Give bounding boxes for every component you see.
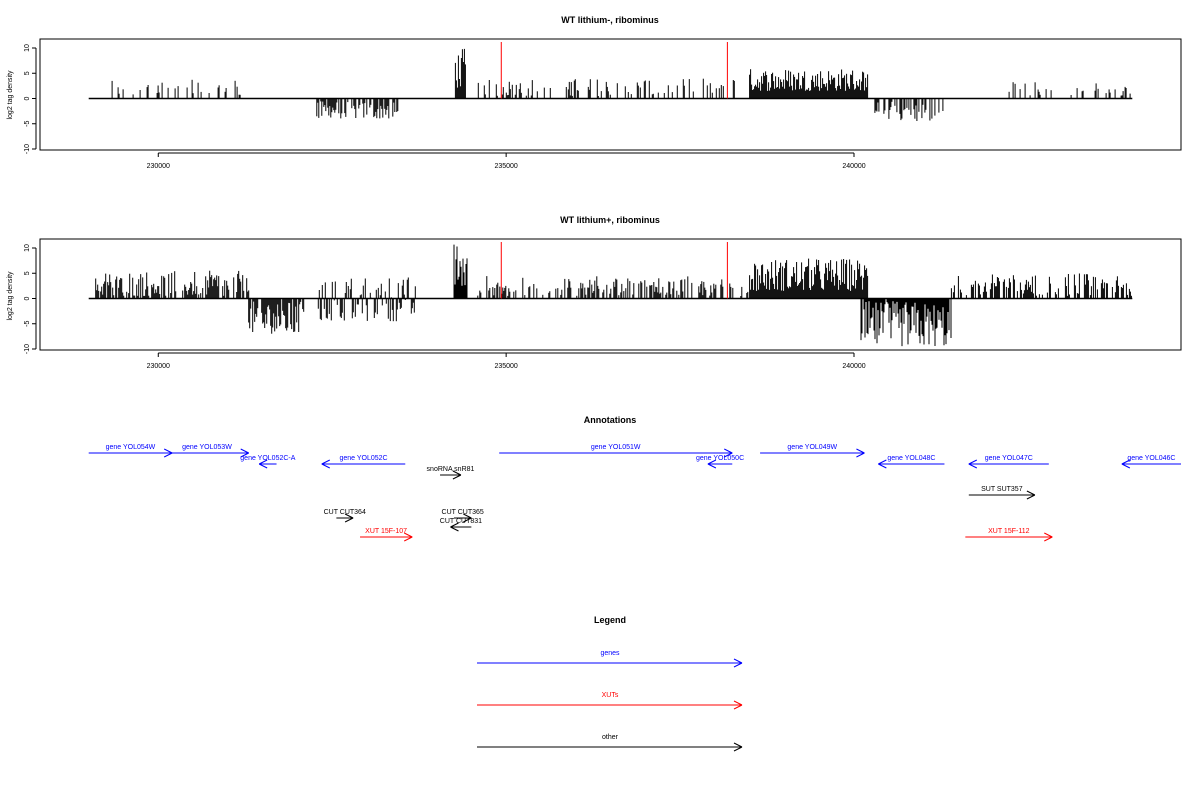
annotation-feature: gene YOL047C [968, 455, 1049, 469]
feature-label: XUT 15F-112 [988, 528, 1029, 535]
x-axis: 230000 235000 240000 [147, 152, 866, 170]
annotation-feature: snoRNA snR81 [427, 466, 475, 480]
y-tick-label: 10 [24, 44, 31, 52]
feature-label: gene YOL054W [106, 444, 156, 451]
red-markers [500, 242, 728, 299]
y-tick-label: 5 [24, 71, 31, 75]
feature-label: gene YOL051W [591, 444, 641, 451]
y-tick-label: 0 [24, 296, 31, 300]
legend-label: genes [600, 650, 620, 657]
feature-label: CUT CUT364 [324, 509, 366, 516]
coverage-bars [111, 48, 1131, 121]
x-tick-label: 230000 [147, 163, 170, 170]
legend-entry: XUTs [477, 692, 743, 710]
feature-label: gene YOL047C [985, 455, 1033, 462]
coverage-bars [95, 244, 1132, 347]
annotation-feature: XUT 15F-107 [360, 528, 413, 542]
annotation-feature: gene YOL050C [696, 455, 744, 469]
annotation-features: gene YOL054W gene YOL053W gene YOL052C-A ge… [88, 444, 1181, 542]
panel-title: WT lithium-, ribominus [561, 15, 659, 25]
y-axis: -10 -5 0 5 10 [24, 44, 37, 154]
y-axis-label: log2 tag density [7, 271, 14, 321]
annotation-feature: gene YOL052C [321, 455, 406, 469]
feature-label: gene YOL050C [696, 455, 744, 462]
feature-label: gene YOL052C-A [240, 455, 295, 462]
y-tick-label: -10 [24, 144, 31, 154]
y-tick-label: -5 [24, 321, 31, 327]
legend-entry: genes [477, 650, 743, 668]
feature-label: SUT SUT357 [981, 486, 1023, 493]
annotation-track: Annotations gene YOL054W gene YOL053Wgene… [88, 415, 1181, 542]
y-tick-label: -5 [24, 121, 31, 127]
annotation-feature: CUT CUT364 [324, 509, 366, 523]
feature-label: gene YOL049W [787, 444, 837, 451]
panel-title: WT lithium+, ribominus [560, 215, 660, 225]
feature-label: XUT 15F-107 [365, 528, 407, 535]
coverage-panel-lithium-plus: WT lithium+, ribominus log2 tag density … [7, 215, 1182, 370]
annotation-feature: gene YOL051W [499, 444, 733, 458]
y-tick-label: 0 [24, 96, 31, 100]
annotation-feature: gene YOL048C [878, 455, 945, 469]
plot-frame [39, 38, 1182, 151]
legend-label: XUTs [602, 692, 619, 699]
annotation-feature: gene YOL053W [165, 444, 249, 458]
legend-entry: other [477, 734, 743, 752]
feature-label: gene YOL052C [339, 455, 387, 462]
annotation-feature: CUT CUT365 [442, 509, 484, 523]
annotation-title: Annotations [584, 415, 637, 425]
x-axis: 230000 235000 240000 [147, 352, 866, 370]
legend-label: other [602, 734, 619, 741]
legend-entries: genes XUTs other [477, 650, 743, 752]
feature-label: gene YOL053W [182, 444, 232, 451]
annotation-feature: gene YOL052C-A [240, 455, 296, 469]
x-tick-label: 235000 [494, 163, 517, 170]
coverage-panel-lithium-minus: WT lithium-, ribominus log2 tag density … [7, 15, 1182, 170]
annotation-feature: gene YOL046C [1121, 455, 1181, 469]
y-axis-label: log2 tag density [7, 70, 14, 120]
feature-label: CUT CUT831 [440, 518, 482, 525]
annotation-feature: gene YOL054W [88, 444, 173, 458]
feature-label: snoRNA snR81 [427, 466, 475, 473]
legend: Legend genes XUTs other [477, 615, 743, 752]
annotation-feature: XUT 15F-112 [965, 528, 1053, 542]
y-tick-label: 5 [24, 271, 31, 275]
y-axis: -10 -5 0 5 10 [24, 244, 37, 354]
x-tick-label: 240000 [842, 163, 865, 170]
red-markers [500, 42, 728, 99]
plot-frame [39, 238, 1182, 351]
feature-label: gene YOL048C [887, 455, 935, 462]
feature-label: gene YOL046C [1127, 455, 1175, 462]
annotation-feature: CUT CUT831 [440, 518, 482, 532]
y-tick-label: -10 [24, 344, 31, 354]
legend-title: Legend [594, 615, 626, 625]
annotation-feature: gene YOL049W [760, 444, 865, 458]
x-tick-label: 235000 [494, 363, 517, 370]
annotation-feature: SUT SUT357 [968, 486, 1036, 500]
x-tick-label: 240000 [842, 363, 865, 370]
y-tick-label: 10 [24, 244, 31, 252]
feature-label: CUT CUT365 [442, 509, 484, 516]
x-tick-label: 230000 [147, 363, 170, 370]
